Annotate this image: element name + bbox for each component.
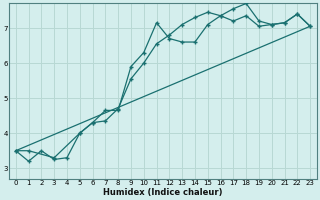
X-axis label: Humidex (Indice chaleur): Humidex (Indice chaleur) xyxy=(103,188,223,197)
